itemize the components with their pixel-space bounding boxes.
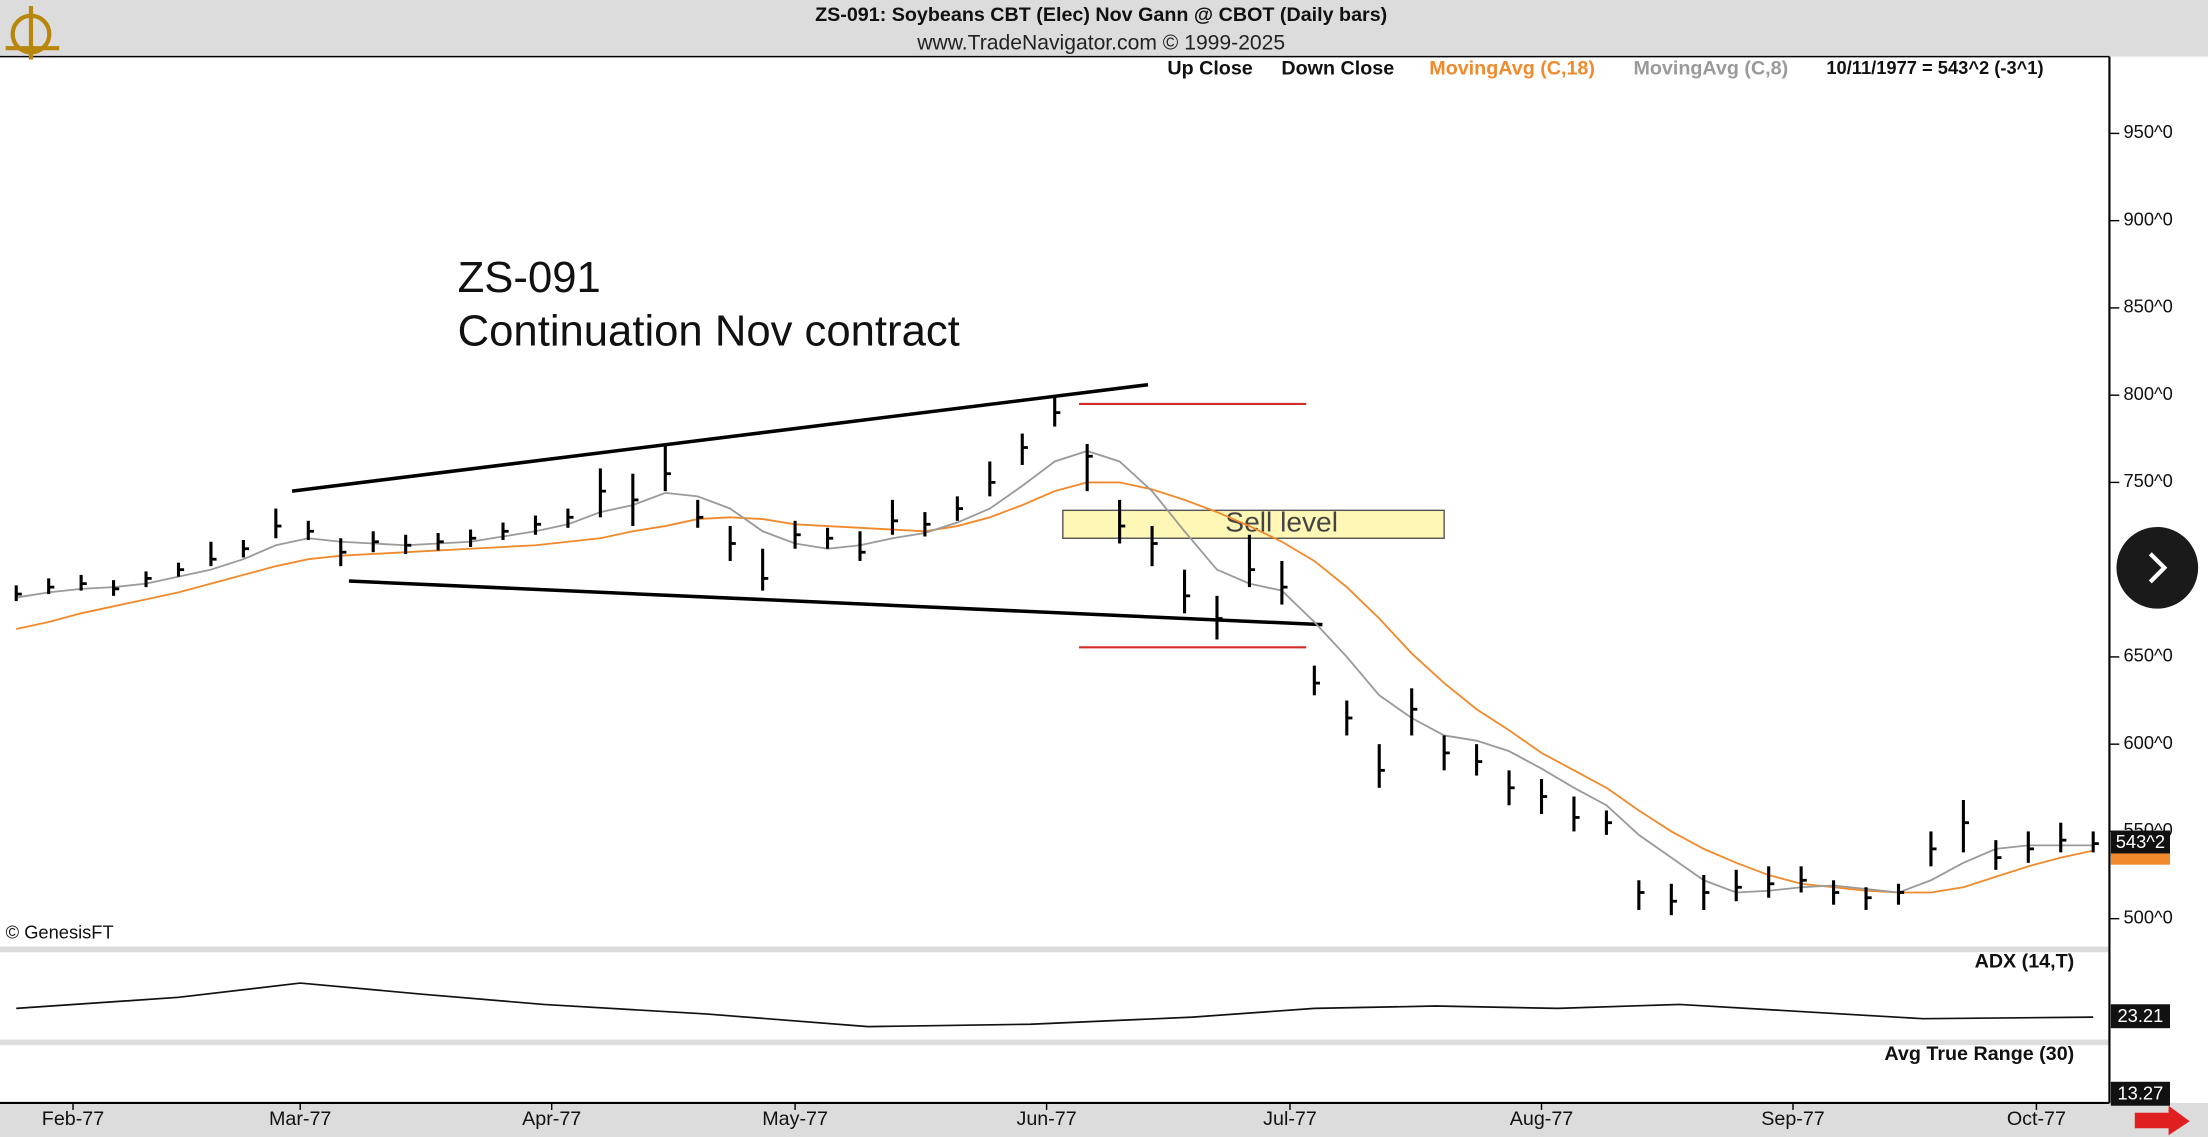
atr-value: 13.27 — [2118, 1082, 2164, 1103]
adx-panel — [0, 952, 2110, 1040]
x-tick-label: May-77 — [762, 1108, 828, 1130]
status-text: 10/11/1977 = 543^2 (-3^1) — [1826, 57, 2043, 78]
x-tick-label: Feb-77 — [42, 1108, 104, 1130]
adx-value: 23.21 — [2118, 1005, 2164, 1026]
ma-tag — [2110, 853, 2170, 865]
y-tick-label: 900^0 — [2124, 208, 2173, 229]
legend-entry: MovingAvg (C,18) — [1429, 58, 1595, 80]
sell-zone — [1062, 509, 1445, 539]
plot-layer: 500^0550^0600^0650^0750^0800^0850^0900^0… — [14, 58, 2173, 1130]
moving-average — [16, 450, 2094, 894]
y-tick-label: 850^0 — [2124, 296, 2173, 317]
adx-label: ADX (14,T) — [1975, 950, 2075, 972]
legend-entry: Down Close — [1281, 58, 1394, 80]
sell-zone-label: Sell level — [1225, 507, 1338, 538]
x-tick-label: Aug-77 — [1510, 1108, 1574, 1130]
x-tick-label: Mar-77 — [269, 1108, 331, 1130]
y-tick-label: 500^0 — [2124, 906, 2173, 927]
moving-average — [16, 481, 2094, 894]
atr-tag — [2110, 1081, 2170, 1106]
x-tick-label: Apr-77 — [522, 1108, 581, 1130]
last-price-tag — [2110, 830, 2170, 856]
annotation: Continuation Nov contract — [458, 307, 960, 356]
drawn-line — [348, 579, 1323, 627]
logo — [5, 5, 60, 60]
annotation: ZS-091 — [458, 253, 601, 302]
atr-panel — [0, 1045, 2110, 1103]
last-price-label: 543^2 — [2116, 831, 2165, 852]
scroll-arrow[interactable] — [2134, 1105, 2190, 1136]
legend-entry: Up Close — [1167, 58, 1252, 80]
next-button[interactable] — [2116, 526, 2199, 609]
x-tick-label: Jul-77 — [1263, 1108, 1317, 1130]
y-tick-label: 800^0 — [2124, 383, 2173, 404]
y-tick-label: 600^0 — [2124, 732, 2173, 753]
price-panel — [0, 56, 2110, 947]
x-tick-label: Jun-77 — [1016, 1108, 1076, 1130]
legend-entry: MovingAvg (C,8) — [1633, 58, 1788, 80]
y-tick-label: 750^0 — [2124, 470, 2173, 491]
copyright: © GenesisFT — [6, 922, 114, 943]
chart-subtitle: www.TradeNavigator.com © 1999-2025 — [916, 32, 1285, 55]
y-tick-label: 650^0 — [2124, 645, 2173, 666]
adx-line — [16, 982, 2094, 1028]
drawn-line — [291, 382, 1149, 493]
chart-title: ZS-091: Soybeans CBT (Elec) Nov Gann @ C… — [815, 4, 1387, 26]
y-tick-label: 950^0 — [2124, 121, 2173, 142]
atr-label: Avg True Range (30) — [1884, 1043, 2074, 1065]
x-tick-label: Sep-77 — [1761, 1108, 1825, 1130]
x-tick-label: Oct-77 — [2007, 1108, 2066, 1130]
adx-tag — [2110, 1004, 2170, 1029]
